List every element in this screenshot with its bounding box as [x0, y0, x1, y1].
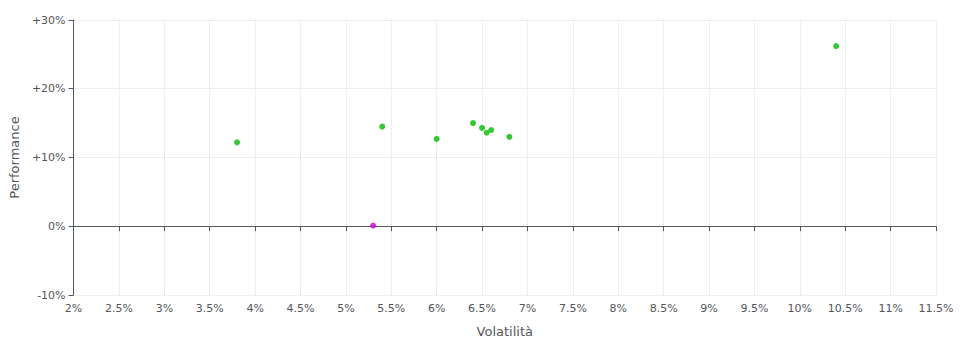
svg-text:8%: 8% [610, 302, 627, 315]
svg-text:Volatilità: Volatilità [477, 324, 533, 339]
svg-text:Performance: Performance [7, 116, 22, 198]
svg-text:11%: 11% [878, 302, 902, 315]
svg-text:4.5%: 4.5% [287, 302, 315, 315]
svg-text:8.5%: 8.5% [650, 302, 678, 315]
svg-text:0%: 0% [48, 220, 65, 233]
svg-text:2.5%: 2.5% [105, 302, 133, 315]
svg-text:5.5%: 5.5% [377, 302, 405, 315]
svg-text:4%: 4% [246, 302, 263, 315]
svg-text:6%: 6% [428, 302, 445, 315]
svg-text:9.5%: 9.5% [740, 302, 768, 315]
svg-text:7%: 7% [519, 302, 536, 315]
svg-text:6.5%: 6.5% [468, 302, 496, 315]
svg-text:10.5%: 10.5% [828, 302, 863, 315]
svg-text:10%: 10% [788, 302, 812, 315]
svg-text:3.5%: 3.5% [196, 302, 224, 315]
svg-text:+30%: +30% [32, 14, 66, 27]
svg-text:2%: 2% [65, 302, 82, 315]
svg-text:+20%: +20% [32, 82, 66, 95]
svg-text:11.5%: 11.5% [919, 302, 954, 315]
svg-text:7.5%: 7.5% [559, 302, 587, 315]
svg-text:+10%: +10% [32, 151, 66, 164]
svg-text:9%: 9% [700, 302, 717, 315]
svg-text:5%: 5% [337, 302, 354, 315]
svg-text:-10%: -10% [37, 289, 65, 302]
svg-text:3%: 3% [156, 302, 173, 315]
